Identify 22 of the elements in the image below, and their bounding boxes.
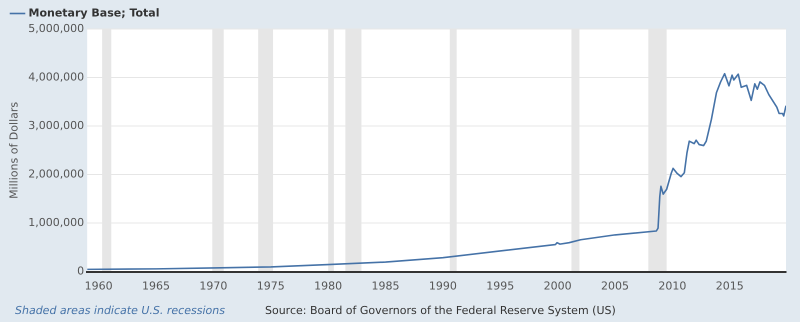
x-tick-label: 2010 (658, 279, 686, 292)
y-tick-label: 3,000,000 (28, 118, 84, 132)
y-axis-title: Millions of Dollars (7, 102, 20, 199)
x-tick-label: 2005 (601, 279, 630, 292)
x-tick-label: 1975 (256, 279, 285, 292)
x-tick-label: 1980 (314, 279, 342, 292)
y-tick-label: 1,000,000 (28, 216, 84, 230)
y-tick-label: 4,000,000 (28, 70, 84, 84)
x-tick-label: 1990 (428, 279, 457, 292)
x-tick-label: 1985 (372, 279, 400, 292)
x-tick-label: 1970 (199, 279, 228, 292)
x-tick-label: 1965 (142, 279, 170, 292)
y-tick-label: 0 (77, 264, 84, 278)
y-tick-label: 5,000,000 (28, 22, 84, 35)
source-note: Source: Board of Governors of the Federal Reserve System (US) (265, 304, 616, 317)
text: Shaded areas indicate U.S. recessions (15, 304, 226, 317)
x-tick-label: 1960 (84, 279, 113, 292)
y-tick-label: 2,000,000 (28, 168, 84, 181)
legend-label: Monetary Base; Total (28, 6, 160, 20)
x-tick-label: 2015 (716, 279, 744, 292)
x-tick-label: 1995 (486, 279, 514, 292)
x-tick-label: 2000 (544, 279, 572, 292)
